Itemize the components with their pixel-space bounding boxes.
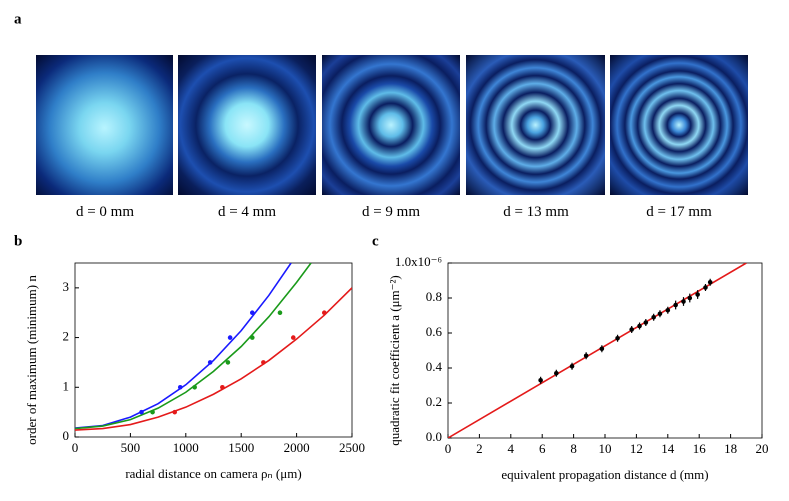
fit-curve bbox=[75, 263, 292, 429]
data-point bbox=[225, 360, 231, 365]
caption: d = 0 mm bbox=[75, 204, 135, 220]
data-point bbox=[227, 335, 233, 340]
data-point bbox=[707, 279, 713, 285]
data-point bbox=[172, 409, 178, 415]
data-point bbox=[177, 384, 183, 390]
data-point bbox=[703, 285, 708, 290]
y-tick-label: 2 bbox=[63, 329, 70, 344]
y-axis-label: order of maximum (minimum) n bbox=[24, 275, 39, 445]
y-tick-label: 1 bbox=[63, 378, 70, 393]
x-tick-label: 8 bbox=[570, 441, 577, 456]
data-point bbox=[150, 409, 155, 415]
x-tick-label: 18 bbox=[724, 441, 737, 456]
x-tick-label: 1500 bbox=[228, 440, 254, 455]
fit-curve bbox=[448, 263, 747, 438]
data-point bbox=[192, 384, 197, 390]
y-tick-label: 0.0 bbox=[426, 429, 442, 444]
x-tick-label: 0 bbox=[72, 440, 79, 455]
x-tick-label: 1000 bbox=[173, 440, 199, 455]
x-axis-label: equivalent propagation distance d (mm) bbox=[501, 467, 708, 482]
x-tick-label: 2500 bbox=[339, 440, 365, 455]
y-tick-label: 1.0x10⁻⁶ bbox=[395, 254, 442, 269]
y-tick-label: 0.8 bbox=[426, 289, 442, 304]
data-point bbox=[261, 360, 266, 365]
data-point bbox=[681, 299, 686, 304]
data-point bbox=[249, 310, 255, 316]
fit-curve bbox=[75, 287, 352, 431]
panel-label: c bbox=[372, 233, 379, 249]
data-point bbox=[695, 292, 700, 297]
x-tick-label: 16 bbox=[693, 441, 707, 456]
panel-label: b bbox=[14, 233, 22, 249]
data-point bbox=[290, 335, 296, 340]
data-point bbox=[657, 311, 663, 317]
image bbox=[466, 55, 605, 195]
image bbox=[36, 55, 173, 195]
y-tick-label: 0.6 bbox=[426, 324, 443, 339]
data-point bbox=[629, 327, 634, 332]
y-tick-label: 0.4 bbox=[426, 359, 443, 374]
x-tick-label: 500 bbox=[121, 440, 141, 455]
data-point bbox=[538, 377, 543, 383]
plot-frame bbox=[74, 262, 353, 438]
data-point bbox=[569, 363, 575, 369]
data-point bbox=[139, 409, 144, 415]
caption: d = 9 mm bbox=[361, 204, 421, 220]
image bbox=[322, 55, 460, 195]
data-point bbox=[277, 310, 283, 316]
x-tick-label: 12 bbox=[630, 441, 643, 456]
y-tick-label: 0 bbox=[63, 428, 70, 443]
x-tick-label: 2 bbox=[476, 441, 483, 456]
data-point bbox=[643, 320, 649, 325]
plot-frame bbox=[447, 262, 763, 439]
data-point bbox=[599, 346, 605, 352]
data-point bbox=[583, 353, 589, 359]
x-tick-label: 20 bbox=[756, 441, 769, 456]
caption: d = 17 mm bbox=[646, 204, 712, 220]
x-tick-label: 0 bbox=[445, 441, 452, 456]
data-point bbox=[665, 307, 671, 313]
data-point bbox=[322, 310, 327, 316]
y-tick-label: 3 bbox=[63, 279, 70, 294]
fit-curve bbox=[75, 263, 312, 430]
x-tick-label: 14 bbox=[661, 441, 675, 456]
y-axis-label: quadratic fit coefficient a (μm⁻²) bbox=[387, 275, 402, 446]
image bbox=[610, 55, 748, 195]
data-point bbox=[637, 323, 642, 329]
x-tick-label: 4 bbox=[508, 441, 515, 456]
y-tick-label: 0.2 bbox=[426, 394, 442, 409]
caption: d = 4 mm bbox=[217, 204, 277, 220]
x-tick-label: 10 bbox=[599, 441, 612, 456]
x-axis-label: radial distance on camera ρₙ (μm) bbox=[125, 466, 301, 481]
data-point bbox=[615, 335, 620, 341]
data-point bbox=[687, 295, 693, 301]
data-point bbox=[673, 302, 678, 308]
caption: d = 13 mm bbox=[503, 204, 569, 220]
x-tick-label: 6 bbox=[539, 441, 546, 456]
panel-label: a bbox=[14, 11, 22, 27]
image bbox=[178, 55, 316, 195]
x-tick-label: 2000 bbox=[284, 440, 310, 455]
data-point bbox=[207, 360, 213, 365]
data-point bbox=[651, 314, 656, 320]
data-point bbox=[554, 370, 559, 376]
data-point bbox=[220, 384, 225, 390]
data-point bbox=[249, 335, 255, 340]
